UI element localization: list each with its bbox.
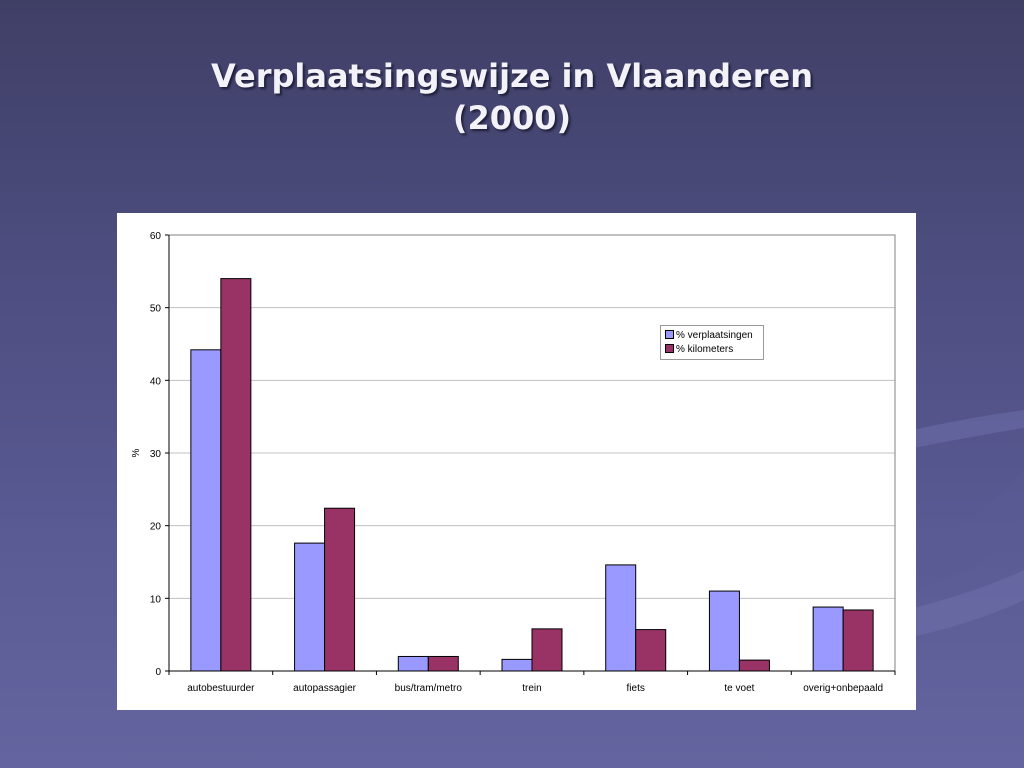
bar-kilometers-6 (842, 609, 874, 672)
chart-panel: 0 10 20 30 40 50 60% autobestuurder autopassagie… (117, 213, 916, 710)
x-tick-label: trein (522, 683, 541, 694)
bar-kilometers-2 (427, 655, 459, 672)
slide-title: Verplaatsingswijze in Vlaanderen (2000) (0, 55, 1024, 139)
legend-item-kilometers: % kilometers (665, 343, 733, 356)
bar-verplaatsingen-4 (605, 564, 637, 672)
legend-swatch-verplaatsingen (665, 329, 674, 339)
bar-verplaatsingen-3 (501, 658, 533, 672)
y-tick-label: 30 (150, 449, 162, 460)
x-tick-label: te voet (724, 683, 754, 694)
slide-title-line-2: (2000) (452, 99, 572, 137)
bar-verplaatsingen-2 (397, 655, 429, 672)
y-axis-label: % (131, 448, 142, 457)
x-tick-label: overig+onbepaald (803, 683, 883, 694)
bar-kilometers-1 (324, 507, 356, 672)
x-tick-label: autobestuurder (187, 683, 255, 694)
y-tick-label: 40 (150, 376, 162, 387)
bar-verplaatsingen-5 (708, 590, 740, 672)
bar-kilometers-3 (531, 628, 563, 672)
y-tick-label: 10 (150, 594, 162, 605)
bar-kilometers-0 (220, 278, 252, 672)
legend-item-verplaatsingen: % verplaatsingen (665, 329, 753, 342)
bar-kilometers-5 (738, 659, 770, 672)
bar-verplaatsingen-1 (294, 542, 326, 672)
y-tick-label: 0 (155, 667, 161, 678)
x-tick-label: autopassagier (293, 683, 356, 694)
bar-kilometers-4 (635, 629, 667, 672)
y-tick-label: 60 (150, 231, 162, 242)
legend-label-verplaatsingen: % verplaatsingen (676, 330, 753, 341)
chart-legend: % verplaatsingen % kilometers (660, 325, 764, 360)
bar-verplaatsingen-0 (190, 349, 222, 672)
y-tick-label: 20 (150, 522, 162, 533)
slide-title-line-1: Verplaatsingswijze in Vlaanderen (210, 57, 814, 95)
legend-label-kilometers: % kilometers (676, 344, 734, 355)
x-tick-label: bus/tram/metro (395, 683, 463, 694)
y-tick-label: 50 (150, 304, 162, 315)
bar-chart: 0 10 20 30 40 50 60% autobestuurder autopassagie… (131, 231, 896, 694)
bar-verplaatsingen-6 (812, 606, 844, 672)
x-tick-label: fiets (627, 683, 645, 694)
legend-swatch-kilometers (665, 343, 674, 353)
